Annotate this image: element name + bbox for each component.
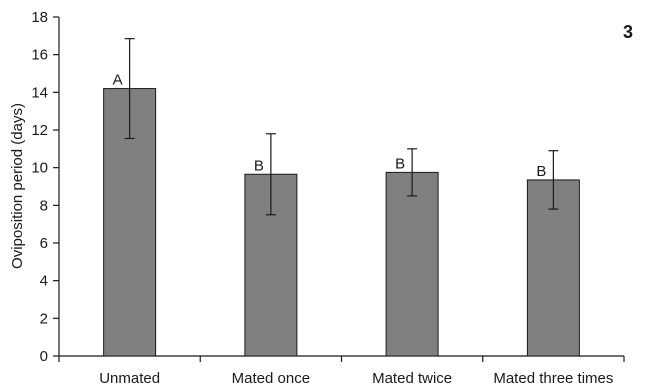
panel-label: 3 — [623, 22, 633, 42]
y-tick-label: 14 — [31, 84, 48, 101]
error-bars — [124, 38, 559, 216]
y-axis-label: Oviposition period (days) — [9, 103, 26, 269]
category-label: Unmated — [99, 370, 160, 387]
y-tick-label: 0 — [40, 348, 48, 365]
labels: A Unmated B Mated once B Mated twice B Mated th… — [99, 72, 613, 387]
significance-label: B — [536, 163, 546, 180]
y-tick-label: 4 — [40, 273, 48, 290]
category-label: Mated twice — [372, 370, 452, 387]
category-label: Mated once — [232, 370, 310, 387]
significance-label: A — [113, 72, 123, 89]
y-tick-label: 2 — [40, 310, 48, 327]
y-tick-label: 10 — [31, 160, 48, 177]
y-tick-label: 12 — [31, 122, 48, 139]
significance-label: B — [395, 155, 405, 172]
y-tick-label: 16 — [31, 47, 48, 64]
y-tick-label: 8 — [40, 197, 48, 214]
category-label: Mated three times — [493, 370, 613, 387]
significance-label: B — [254, 157, 264, 174]
bars — [103, 88, 580, 357]
y-tick-label: 18 — [31, 9, 48, 26]
y-tick-label: 6 — [40, 235, 48, 252]
bar — [385, 171, 439, 357]
